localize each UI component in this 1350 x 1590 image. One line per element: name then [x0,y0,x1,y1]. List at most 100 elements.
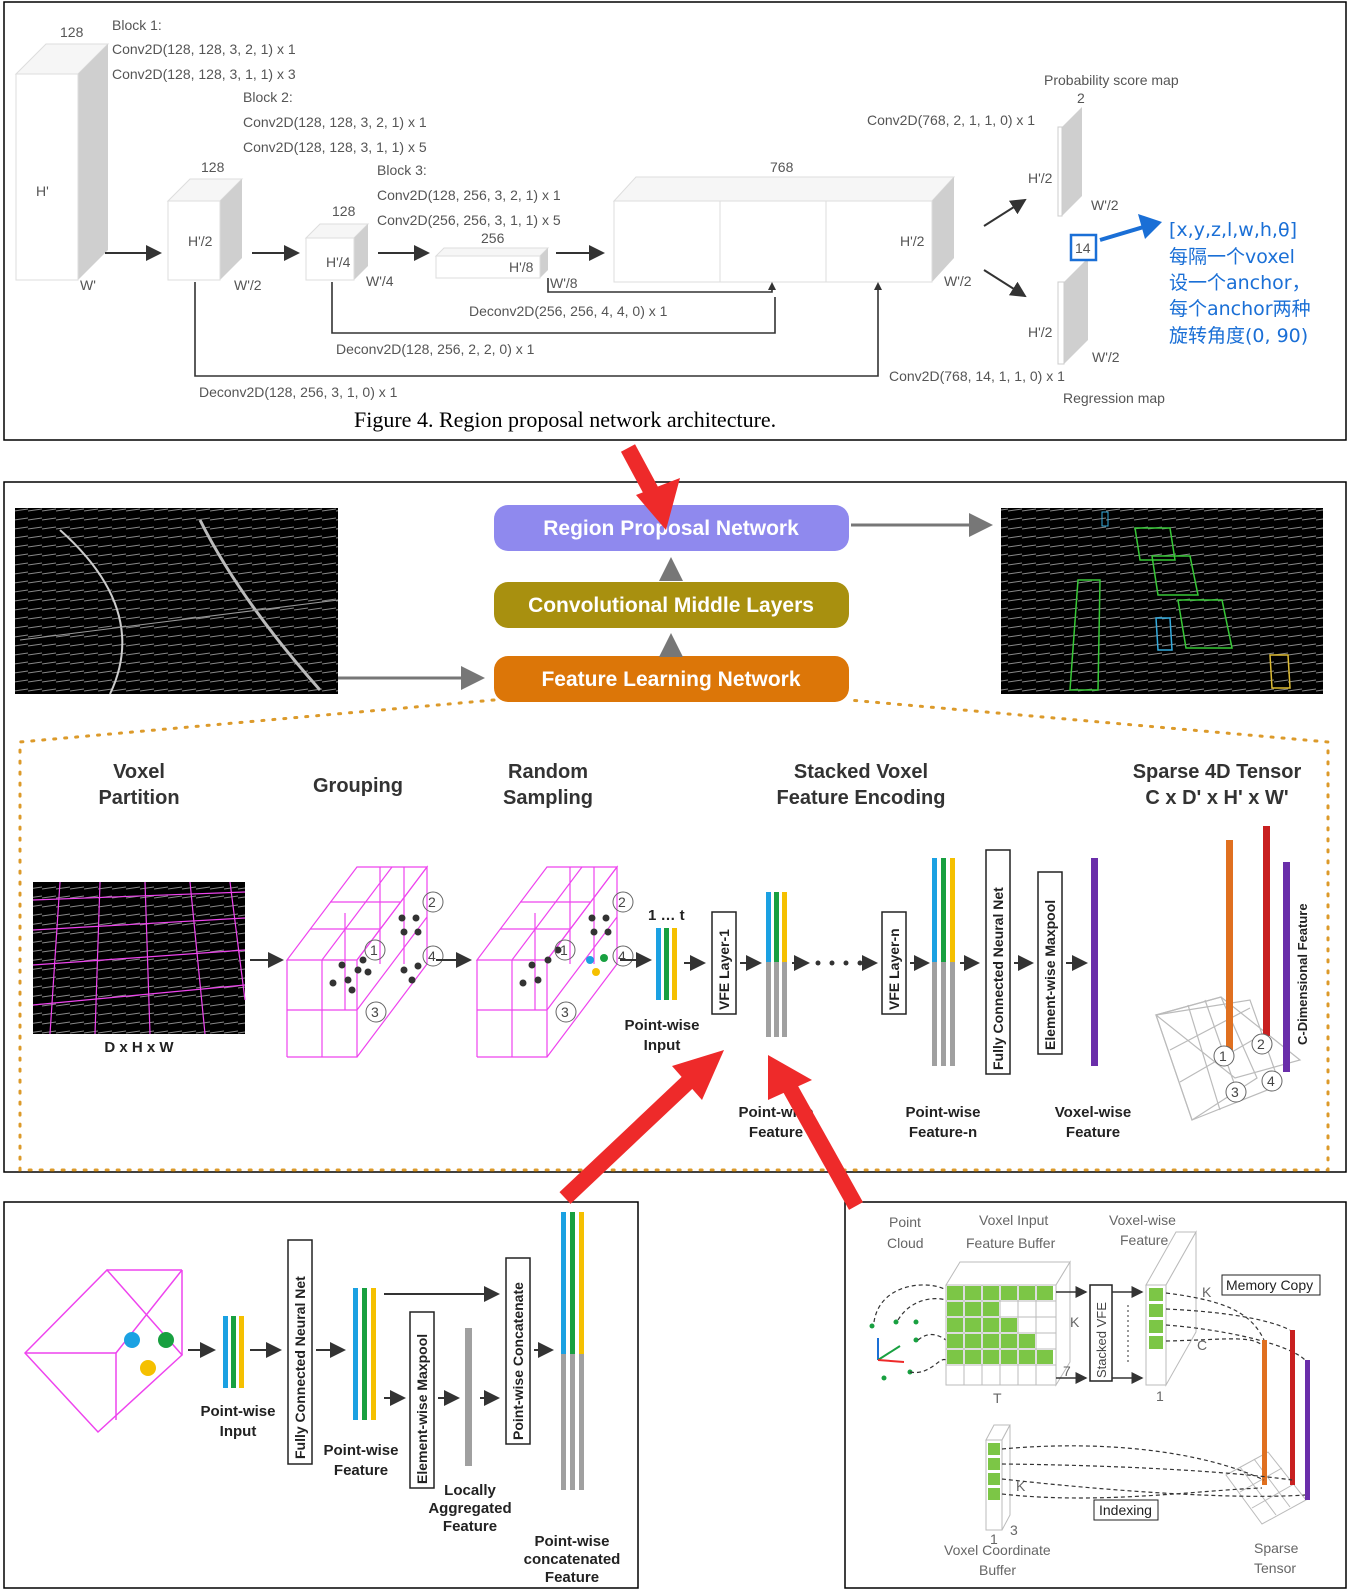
impl-vwf-1: Voxel-wise [1109,1212,1176,1228]
indexing-box[interactable] [1093,1499,1159,1521]
voxel-wise-feature-bar [1091,858,1098,1066]
stacked-vfe-box[interactable] [1089,1284,1113,1382]
grouping-n4: 4 [428,948,436,964]
vfe-laf-bar [465,1328,472,1466]
vwf-label-1: Voxel-wise [1055,1104,1131,1121]
vfe-ewm-label: Element-wise Maxpool [414,1334,430,1484]
vfe-concat-out-label-3: Feature [545,1569,599,1586]
grouping-n3: 3 [371,1004,379,1020]
vfe-pwf-label-2: Feature [334,1462,388,1479]
point-cloud-axes [869,1319,919,1381]
block2-line1: Conv2D(128, 128, 3, 2, 1) x 1 [243,114,427,130]
rpn-concat-tensor [612,176,956,283]
impl-three: 3 [1010,1522,1018,1538]
sampling-n2: 2 [618,894,626,910]
voxel-partition-image [32,881,246,1035]
vfe-ewm-box[interactable] [409,1311,435,1489]
rpn-c128-3: 128 [332,203,356,219]
vfe-concat-box[interactable] [505,1257,531,1445]
pwf1-label-2: Feature [749,1124,803,1141]
vfe-concat-bar-yellow [579,1212,584,1354]
block3-line1: Conv2D(128, 256, 3, 2, 1) x 1 [377,187,561,203]
anno-line-3: 设一个anchor， [1169,272,1311,294]
vfe-input-bar-yellow [239,1316,244,1388]
rpn-block2-output [304,223,370,281]
anno-line-5: 旋转角度(0, 90) [1169,325,1308,347]
rpn-h4: H'/4 [326,254,351,270]
fln-pill [494,656,849,702]
vfe-pwf-bar-blue [353,1288,358,1420]
vfe-laf-label-3: Feature [443,1518,497,1535]
pwfn-bar-gray-1 [932,962,937,1066]
deconv-connections [194,278,882,377]
stacked-vfe-label: Stacked VFE [1094,1302,1109,1378]
sparse-bar-purple [1283,862,1290,1072]
sampling-points [519,914,612,987]
vfe-fcn-box[interactable] [287,1239,313,1465]
impl-vib-1: Voxel Input [979,1212,1048,1228]
pwfn-bar-blue [932,858,937,962]
sampling-n4: 4 [618,948,626,964]
grouping-labels [364,891,444,1023]
vfe-layer-1-box[interactable] [711,911,737,1015]
deconv-label-1: Deconv2D(256, 256, 4, 4, 0) x 1 [469,303,668,319]
impl-vcb-1: Voxel Coordinate [944,1542,1051,1558]
rpn-w4: W'/4 [366,273,394,289]
c-dim-label: C-Dimensional Feature [1295,903,1310,1045]
pwfn-bar-yellow [950,858,955,962]
voxel-wise-buffer [1145,1230,1197,1387]
rpn-c128-1: 128 [60,24,84,40]
block2-line2: Conv2D(128, 128, 3, 1, 1) x 5 [243,139,427,155]
impl-t: T [993,1390,1002,1406]
pwf1-bar-gray-2 [774,962,779,1037]
sparse-n2: 2 [1257,1036,1265,1052]
rpn-block1-output [166,178,244,281]
rpn-panel: 128 H' W' Block 1: Conv2D(128, 128, 3, 2… [3,1,1347,441]
heading-random: Random [508,761,588,783]
vfe-pwf-bar-green [362,1288,367,1420]
impl-pc-2: Cloud [887,1235,924,1251]
rpn-w2c: W'/2 [1091,197,1119,213]
rpn-pill-label: Region Proposal Network [543,517,799,540]
sparse-n3: 3 [1231,1084,1239,1100]
pwf1-bar-gray-3 [782,962,787,1037]
sampling-labels [554,891,634,1023]
vfe-layer-n-box[interactable] [881,911,907,1015]
red-arrow-left [559,1050,724,1204]
rpn-w2d: W'/2 [1092,349,1120,365]
vfe-point-green [158,1332,174,1348]
pwf1-bar-green [774,892,779,962]
vfe-concat-out-label-1: Point-wise [534,1533,609,1550]
block2-title: Block 2: [243,89,293,105]
rpn-w1: W' [80,277,96,293]
pw-input-label-1: Point-wise [624,1017,699,1034]
impl-c: C [1197,1337,1207,1353]
heading-sparse-dims: C x D' x H' x W' [1145,787,1288,809]
fln-detail-outline [18,698,1330,1172]
vfe-point-blue [124,1332,140,1348]
sparse-bar-orange [1226,840,1233,1050]
memory-copy-box[interactable] [1221,1274,1321,1296]
red-arrow-top [620,444,680,530]
rpn-c128-2: 128 [201,159,225,175]
ellipsis-dots [815,960,863,966]
block3-line2: Conv2D(256, 256, 3, 1, 1) x 5 [377,212,561,228]
vfe-layer-1-label: VFE Layer-1 [716,929,732,1010]
memory-copy-label: Memory Copy [1226,1277,1313,1293]
impl-sparse-orange [1262,1340,1267,1485]
vfe-concat-out-label-2: concatenated [524,1551,621,1568]
ewm-box[interactable] [1037,871,1063,1055]
rpn-h2c: H'/2 [1028,170,1053,186]
rpn-pill [494,505,849,551]
vfe-point-yellow [140,1360,156,1376]
cml-pill-label: Convolutional Middle Layers [528,594,814,617]
impl-st-2: Tensor [1254,1560,1296,1576]
rpn-c14: 14 [1075,240,1091,256]
fcn-box[interactable] [985,849,1011,1075]
block1-line2: Conv2D(128, 128, 3, 1, 1) x 3 [112,66,296,82]
one-to-t-label: 1 … t [648,907,685,924]
vfe-input-label-2: Input [220,1423,257,1440]
block3-title: Block 3: [377,162,427,178]
cml-pill [494,582,849,628]
